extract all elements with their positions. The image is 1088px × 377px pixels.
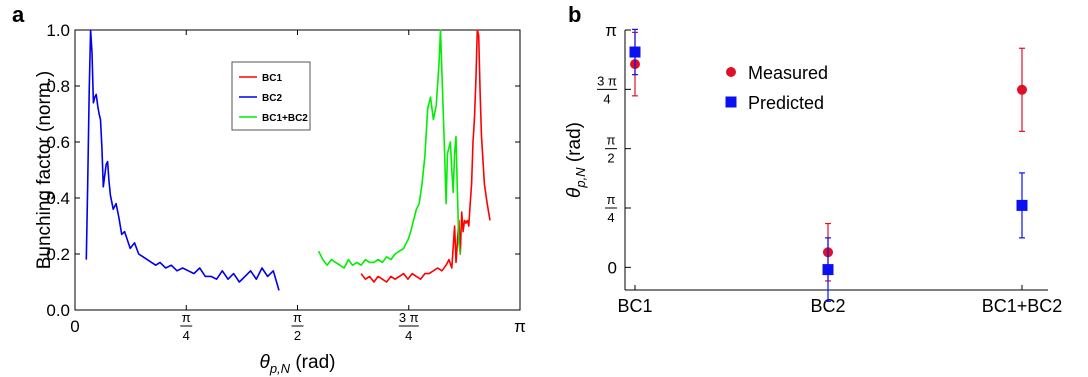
point-predicted-bc1-plus-bc2 bbox=[1016, 199, 1028, 211]
y-tick-label-numerator: 3 π bbox=[597, 73, 617, 88]
point-measured-bc1-plus-bc2 bbox=[1017, 84, 1027, 95]
point-predicted-bc2 bbox=[822, 264, 834, 276]
y-tick-label: 0.0 bbox=[46, 301, 70, 320]
x-tick-label-denominator: 4 bbox=[183, 328, 190, 343]
x-tick-label: π bbox=[514, 317, 526, 336]
y-tick-label-denominator: 4 bbox=[607, 210, 614, 225]
y-tick-label: 3 π4 bbox=[597, 73, 617, 106]
y-tick-label-denominator: 2 bbox=[607, 151, 614, 166]
x-tick-label-numerator: 3 π bbox=[399, 310, 419, 325]
y-tick-label-denominator: 4 bbox=[603, 91, 610, 106]
x-tick-label-numerator: π bbox=[182, 310, 191, 325]
legend-label: Predicted bbox=[748, 93, 824, 113]
legend-label: BC2 bbox=[262, 93, 282, 104]
x-tick-label: BC1 bbox=[617, 296, 652, 316]
x-tick-label: 3 π4 bbox=[398, 310, 419, 343]
legend-label: BC1 bbox=[262, 73, 282, 84]
y-tick-label-numerator: π bbox=[607, 133, 616, 148]
x-axis-label: θp,N (rad) bbox=[260, 352, 336, 376]
y-axis-label: Bunching factor (norm.) bbox=[34, 71, 55, 270]
y-tick-label: π4 bbox=[605, 192, 617, 225]
y-tick-label: 0.6 bbox=[46, 133, 70, 152]
y-tick-label: 0 bbox=[608, 258, 617, 277]
x-tick-label-denominator: 4 bbox=[405, 328, 412, 343]
y-tick-label: 0.2 bbox=[46, 245, 70, 264]
legend-label: Measured bbox=[748, 63, 828, 83]
y-tick-label: 1.0 bbox=[46, 21, 70, 40]
x-tick-label: π4 bbox=[180, 310, 193, 343]
y-axis-label: θp,N (rad) bbox=[564, 122, 588, 198]
series-line-bc1 bbox=[360, 29, 491, 283]
series-line-bc1-plus-bc2 bbox=[317, 29, 462, 269]
panel-b-label: b bbox=[568, 2, 581, 27]
series-line-bc2 bbox=[85, 29, 280, 291]
panel-a-label: a bbox=[12, 2, 25, 27]
y-tick-label: π2 bbox=[605, 133, 617, 166]
legend: Measured Predicted bbox=[725, 63, 828, 113]
x-tick-label-numerator: π bbox=[293, 310, 302, 325]
x-tick-label-denominator: 2 bbox=[294, 328, 301, 343]
y-tick-label: 0.8 bbox=[46, 77, 70, 96]
x-tick-label: 0 bbox=[70, 317, 79, 336]
x-tick-label: π2 bbox=[291, 310, 304, 343]
y-tick-label: 0.4 bbox=[46, 189, 70, 208]
x-tick-label: BC1+BC2 bbox=[982, 296, 1063, 316]
x-tick-label: BC2 bbox=[810, 296, 845, 316]
legend-marker-square bbox=[725, 96, 737, 108]
legend: BC1 BC2 BC1+BC2 bbox=[231, 61, 311, 131]
legend-marker-circle bbox=[726, 67, 736, 77]
legend-box bbox=[231, 61, 311, 131]
y-tick-label-numerator: π bbox=[607, 192, 616, 207]
point-predicted-bc1 bbox=[629, 46, 641, 58]
y-tick-label: π bbox=[605, 21, 617, 40]
legend-label: BC1+BC2 bbox=[262, 113, 308, 124]
